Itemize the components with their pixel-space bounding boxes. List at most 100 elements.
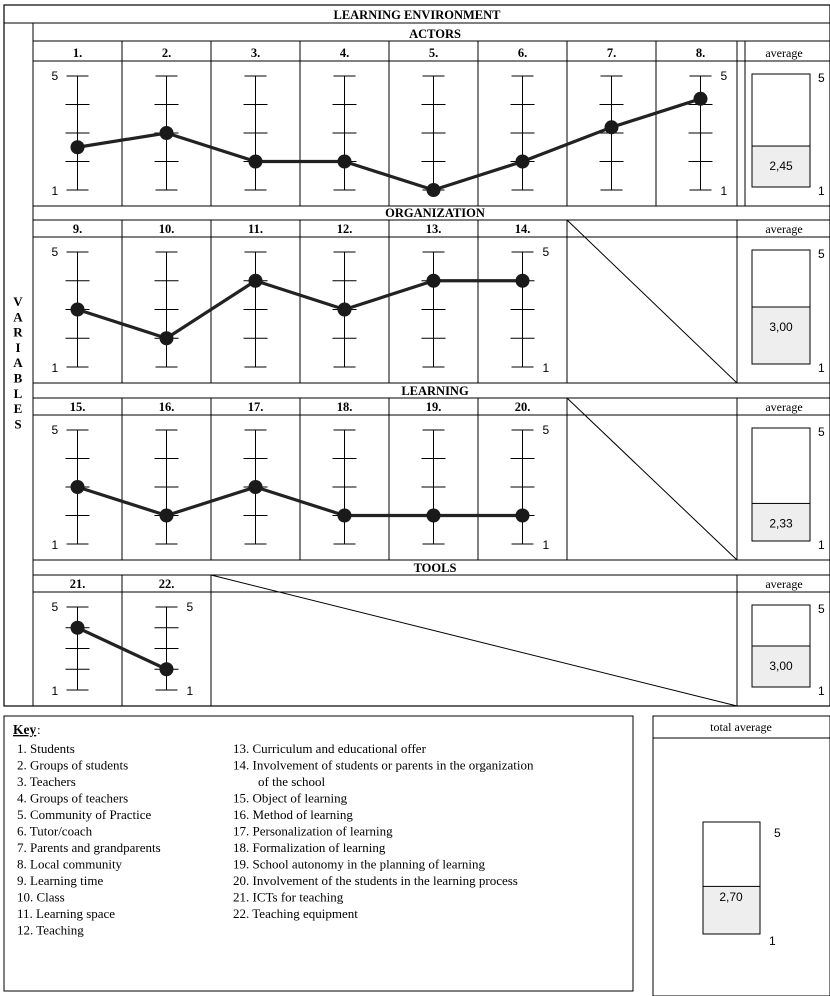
data-point [159, 126, 174, 140]
variable-label: 5. [429, 46, 438, 60]
data-point [70, 480, 85, 494]
scale-max-label: 5 [543, 245, 550, 259]
side-label-letter: E [14, 401, 23, 416]
data-point [337, 508, 352, 523]
total-scale-max: 5 [774, 826, 781, 840]
key-item: 16. Method of learning [233, 807, 353, 822]
section-learning: LEARNING 15. 16. 17. 18. 19. 20. 5 1 5 1 average 2,3… [32, 382, 830, 561]
variable-label: 8. [696, 46, 705, 60]
scale-max-label: 5 [543, 423, 550, 437]
scale-min-label: 1 [543, 361, 550, 375]
average-fill [751, 306, 811, 365]
average-scale-min: 1 [818, 538, 825, 552]
side-label-letter: S [14, 416, 21, 431]
key-item: 5. Community of Practice [17, 807, 152, 822]
outer-frame [3, 4, 830, 707]
key-item: 14. Involvement of students or parents i… [233, 758, 534, 773]
data-point [248, 480, 263, 494]
average-scale-max: 5 [818, 602, 825, 616]
empty-cells-diagonal [566, 219, 738, 384]
total-average-label: total average [710, 720, 772, 734]
data-point [248, 273, 263, 288]
average-scale-min: 1 [818, 184, 825, 198]
data-point [159, 331, 174, 346]
data-point [515, 508, 530, 523]
key-item: 21. ICTs for teaching [233, 890, 344, 905]
key-item: 3. Teachers [17, 774, 76, 789]
key-item: 15. Object of learning [233, 791, 348, 806]
variable-label: 3. [251, 46, 260, 60]
average-label: average [765, 46, 802, 60]
average-scale-max: 5 [818, 247, 825, 261]
data-point [426, 183, 441, 197]
scale-max-label: 5 [52, 423, 59, 437]
data-point [248, 154, 263, 169]
key-item: 20. Involvement of the students in the l… [233, 873, 518, 888]
variable-label: 7. [607, 46, 616, 60]
average-label: average [765, 400, 802, 414]
key-item: 4. Groups of teachers [17, 791, 128, 806]
scale-min-label: 1 [187, 684, 194, 698]
variable-label: 4. [340, 46, 349, 60]
data-point [693, 91, 708, 106]
variable-label: 17. [248, 400, 264, 414]
key-item: 2. Groups of students [17, 758, 128, 773]
key-item: 22. Teaching equipment [233, 906, 358, 921]
scale-max-label: 5 [52, 600, 59, 614]
data-point [70, 620, 85, 635]
side-label-letter: I [15, 340, 20, 355]
scale-max-label: 5 [721, 69, 728, 83]
scale-min-label: 1 [52, 538, 59, 552]
key-title: Key [13, 722, 36, 737]
variable-label: 1. [73, 46, 82, 60]
section-title-tools: TOOLS [414, 561, 457, 575]
variable-label: 16. [159, 400, 175, 414]
key-item: 10. Class [17, 890, 65, 905]
key-item: of the school [258, 774, 326, 789]
variable-label: 11. [248, 222, 263, 236]
average-label: average [765, 577, 802, 591]
key-item: 8. Local community [17, 857, 123, 872]
empty-cells-diagonal [566, 397, 738, 561]
section-tools: TOOLS 21. 22. 5 1 5 1 average 3,00 5 1 [32, 559, 830, 707]
average-value: 2,45 [769, 159, 793, 173]
key-item: 6. Tutor/coach [17, 824, 93, 839]
variable-label: 9. [73, 222, 82, 236]
scale-min-label: 1 [52, 361, 59, 375]
key-item: 9. Learning time [17, 873, 104, 888]
side-label-letter: B [14, 371, 23, 386]
data-point [70, 302, 85, 317]
section-title-organization: ORGANIZATION [385, 206, 485, 220]
average-scale-max: 5 [818, 71, 825, 85]
variable-label: 2. [162, 46, 171, 60]
data-point [426, 508, 441, 523]
average-label: average [765, 222, 802, 236]
total-scale-min: 1 [769, 934, 776, 948]
data-point [426, 273, 441, 288]
key-title-colon: : [37, 722, 41, 737]
variable-label: 19. [426, 400, 442, 414]
series-line [77, 97, 701, 192]
side-label-letter: R [13, 325, 23, 340]
key-item: 17. Personalization of learning [233, 824, 393, 839]
average-fill [751, 502, 811, 542]
variable-label: 22. [159, 577, 175, 591]
variable-label: 18. [337, 400, 353, 414]
key-box [3, 715, 634, 992]
average-fill [751, 145, 811, 188]
average-fill [751, 645, 811, 688]
average-value: 3,00 [769, 659, 793, 673]
average-value: 3,00 [769, 320, 793, 334]
section-title-learning: LEARNING [401, 384, 469, 398]
series-line [77, 279, 523, 340]
total-average-fill [702, 885, 761, 935]
key-item: 12. Teaching [17, 923, 84, 938]
variable-label: 15. [70, 400, 86, 414]
scale-max-label: 5 [187, 600, 194, 614]
scale-max-label: 5 [52, 69, 59, 83]
side-label-letter: A [13, 355, 23, 370]
diagram-title: LEARNING ENVIRONMENT [333, 8, 501, 22]
